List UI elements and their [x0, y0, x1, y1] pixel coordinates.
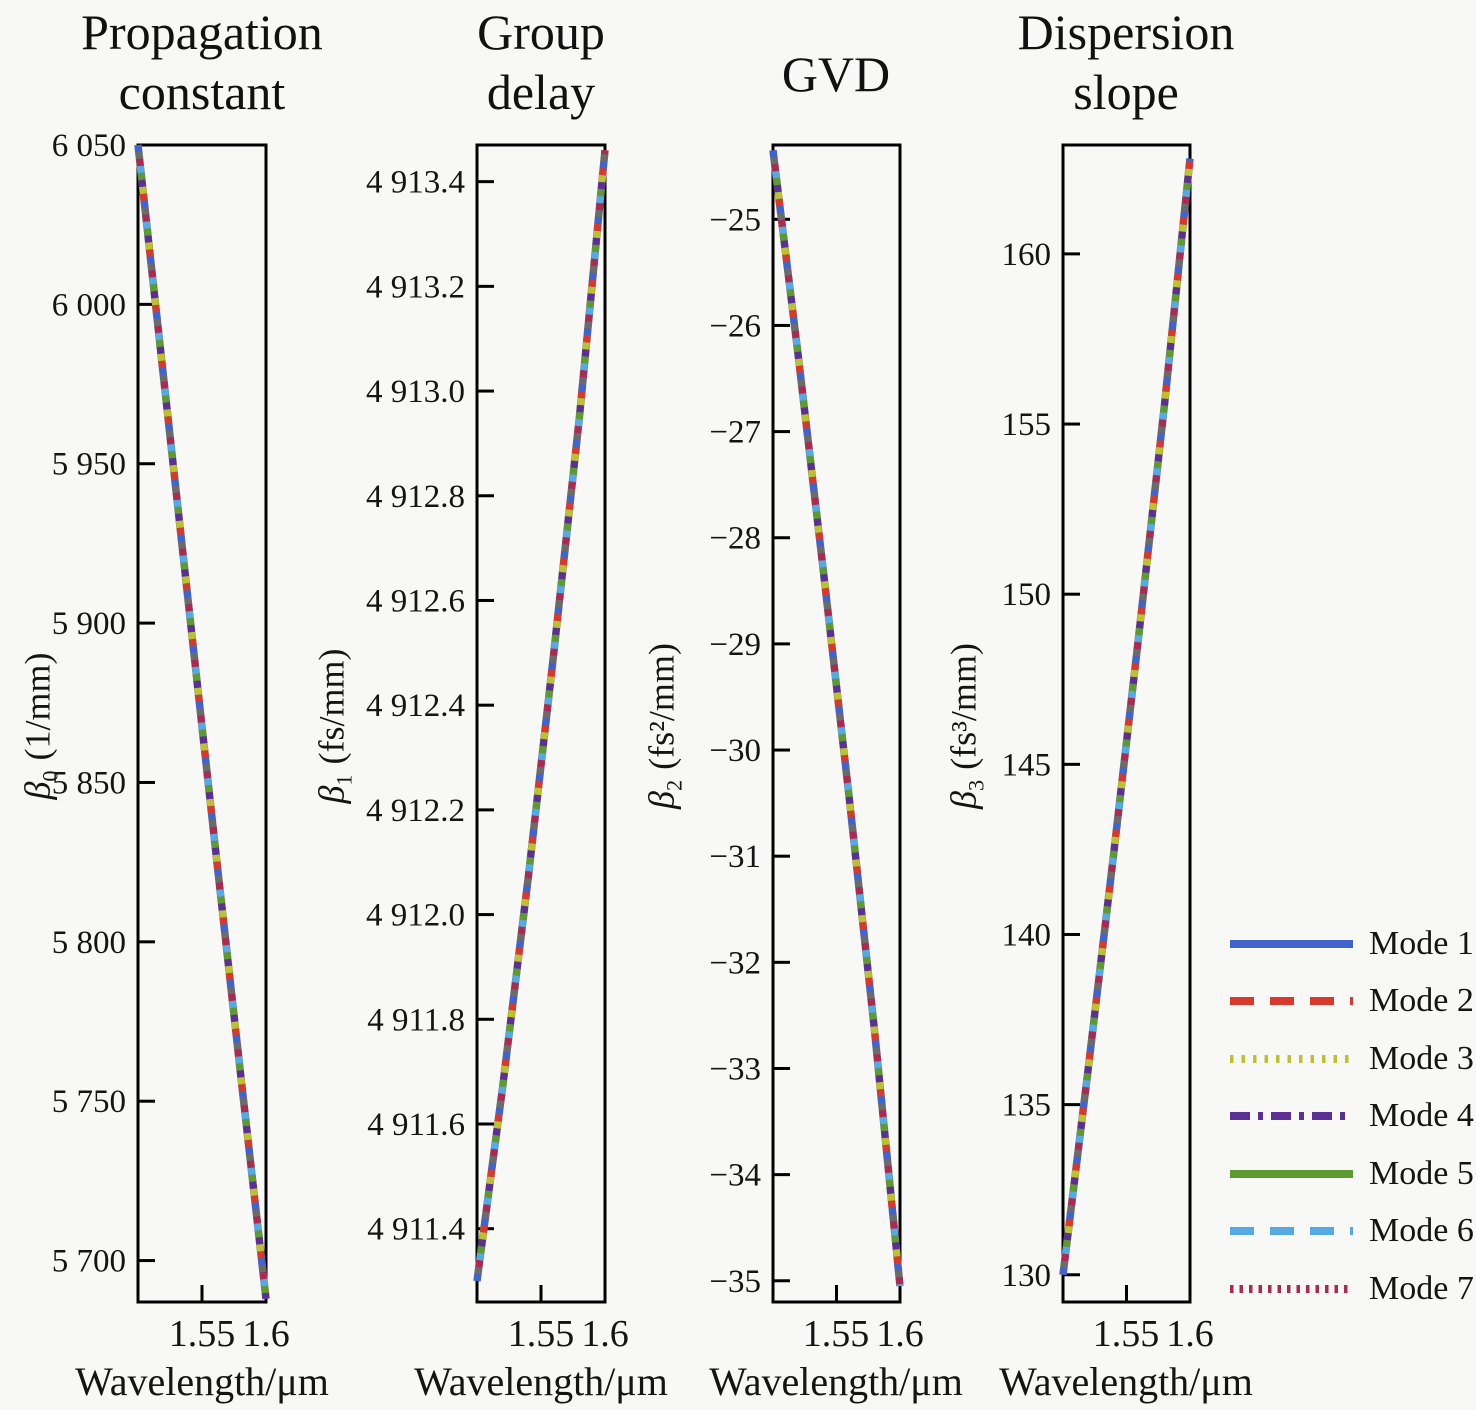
- legend-label: Mode 4: [1369, 1097, 1474, 1135]
- plot-box: [136, 143, 268, 1304]
- legend-label: Mode 5: [1369, 1154, 1474, 1192]
- legend-item-mode-2: Mode 2: [1228, 973, 1474, 1031]
- x-tick-label: 1.6: [1166, 1313, 1214, 1355]
- y-tick-label: −35: [709, 1264, 761, 1300]
- x-axis-label: Wavelength/μm: [709, 1359, 963, 1404]
- x-axis-label: Wavelength/μm: [999, 1359, 1253, 1404]
- x-tick-label: 1.6: [242, 1313, 290, 1355]
- x-axis-label: Wavelength/μm: [414, 1359, 668, 1404]
- legend-label: Mode 3: [1369, 1039, 1474, 1077]
- legend-line-mode-7: [1230, 1284, 1353, 1293]
- y-tick-label: 160: [1002, 237, 1052, 273]
- y-axis-label-beta2: β2(fs²/mm): [641, 643, 687, 809]
- y-tick-label: −32: [709, 945, 761, 981]
- y-tick-label: 4 912.0: [366, 898, 465, 934]
- y-tick-label: 4 912.8: [366, 479, 465, 515]
- y-axis-label-beta1: β1(fs/mm): [311, 648, 357, 804]
- x-tick-label: 1.6: [876, 1313, 924, 1355]
- panel-title-group-delay: Group delay: [477, 4, 605, 120]
- legend-line-mode-3: [1230, 1054, 1353, 1063]
- x-tick-label: 1.6: [581, 1313, 629, 1355]
- y-tick-label: 5 700: [52, 1244, 126, 1280]
- y-tick-label: 4 913.2: [366, 269, 465, 305]
- plot-box: [1061, 143, 1192, 1304]
- y-tick-label: 4 912.6: [366, 583, 465, 619]
- mode-curve-4: [769, 149, 904, 1287]
- x-tick-label: 1.55: [507, 1313, 575, 1355]
- panel-title-propagation-constant: Propagation constant: [81, 4, 323, 120]
- y-tick-label: 150: [1002, 577, 1052, 613]
- legend-line-mode-6: [1230, 1227, 1353, 1236]
- mode-curve-6: [134, 144, 270, 1300]
- y-tick-label: −31: [709, 839, 761, 875]
- y-tick-label: −30: [709, 733, 761, 769]
- mode-curve-5: [1059, 158, 1194, 1276]
- legend-line-mode-2: [1230, 997, 1353, 1006]
- y-tick-label: 4 911.8: [367, 1002, 465, 1038]
- legend-label: Mode 7: [1369, 1269, 1474, 1307]
- y-tick-label: 5 750: [52, 1084, 126, 1120]
- y-tick-label: 4 911.6: [367, 1107, 465, 1143]
- legend-item-mode-7: Mode 7: [1228, 1260, 1474, 1318]
- mode-curve-7: [134, 144, 270, 1300]
- y-tick-label: −33: [709, 1051, 761, 1087]
- y-tick-label: 5 950: [52, 447, 126, 483]
- x-tick-label: 1.55: [168, 1313, 236, 1355]
- legend-label: Mode 6: [1369, 1212, 1474, 1250]
- y-tick-label: 4 912.4: [366, 688, 465, 724]
- y-tick-label: 135: [1002, 1088, 1052, 1124]
- y-tick-label: 155: [1002, 407, 1052, 443]
- x-tick-label: 1.55: [1092, 1313, 1160, 1355]
- y-tick-label: −26: [709, 308, 761, 344]
- legend-label: Mode 1: [1369, 924, 1474, 962]
- mode-curve-1: [769, 149, 904, 1287]
- y-tick-label: −29: [709, 627, 761, 663]
- legend-item-mode-1: Mode 1: [1228, 915, 1474, 973]
- legend-line-mode-5: [1230, 1169, 1353, 1178]
- legend-line-mode-1: [1230, 939, 1353, 948]
- y-tick-label: 5 850: [52, 765, 126, 801]
- y-tick-label: 6 000: [52, 287, 126, 323]
- y-tick-label: 4 913.0: [366, 374, 465, 410]
- legend-item-mode-3: Mode 3: [1228, 1030, 1474, 1088]
- legend-line-mode-4: [1230, 1112, 1353, 1121]
- y-tick-label: −27: [709, 415, 761, 451]
- plot-box: [475, 143, 607, 1304]
- y-tick-label: 4 913.4: [366, 165, 465, 201]
- y-tick-label: 5 800: [52, 925, 126, 961]
- y-tick-label: 4 912.2: [366, 793, 465, 829]
- y-axis-label-beta3: β3(fs³/mm): [943, 643, 989, 809]
- y-tick-label: 4 911.4: [367, 1212, 465, 1248]
- y-tick-label: 6 050: [52, 128, 126, 164]
- mode-curve-5: [769, 149, 904, 1287]
- plot-box: [771, 143, 902, 1304]
- y-tick-label: 130: [1002, 1258, 1052, 1294]
- y-tick-label: −25: [709, 202, 761, 238]
- y-tick-label: 145: [1002, 747, 1052, 783]
- legend-item-mode-6: Mode 6: [1228, 1203, 1474, 1261]
- y-tick-label: −34: [709, 1158, 761, 1194]
- x-axis-label: Wavelength/μm: [75, 1359, 329, 1404]
- y-tick-label: 5 900: [52, 606, 126, 642]
- legend-item-mode-4: Mode 4: [1228, 1088, 1474, 1146]
- legend: Mode 1 Mode 2 Mode 3 Mode 4 Mode 5 Mode …: [1228, 915, 1474, 1318]
- mode-curve-6: [1059, 158, 1194, 1276]
- legend-label: Mode 2: [1369, 982, 1474, 1020]
- y-tick-label: 140: [1002, 917, 1052, 953]
- panel-title-gvd: GVD: [781, 46, 891, 102]
- y-tick-label: −28: [709, 521, 761, 557]
- mode-curve-2: [473, 149, 609, 1282]
- legend-item-mode-5: Mode 5: [1228, 1145, 1474, 1203]
- x-tick-label: 1.55: [802, 1313, 870, 1355]
- mode-curve-7: [473, 149, 609, 1282]
- mode-curve-1: [1059, 158, 1194, 1276]
- panel-title-dispersion-slope: Dispersion slope: [1017, 4, 1235, 120]
- y-axis-label-beta0: β0(1/mm): [17, 652, 63, 800]
